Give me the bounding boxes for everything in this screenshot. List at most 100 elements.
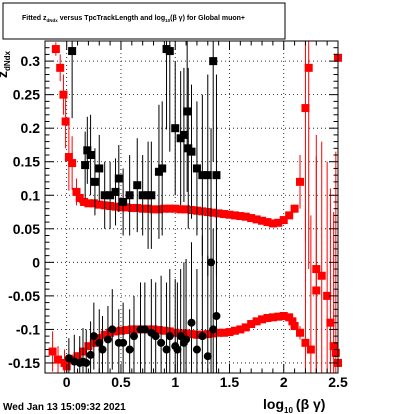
data-point [236,212,245,221]
data-point [230,211,239,220]
data-point [176,205,185,214]
data-point [114,174,123,183]
data-point [82,358,91,367]
data-point [165,47,174,56]
data-point [214,328,223,337]
y-tick-label: 0 [32,254,40,270]
data-point [198,171,207,180]
data-point [73,352,82,361]
data-point [187,147,196,156]
data-point [68,47,77,56]
y-axis-title: zdNdx [0,50,12,78]
data-point [54,355,63,364]
data-point [165,332,174,341]
data-point [209,208,218,217]
data-point [127,204,136,213]
data-point [147,191,156,200]
data-point [220,328,229,337]
grid [45,41,339,373]
data-point [68,159,77,168]
x-tick-label: 1 [171,374,179,390]
data-point [125,191,134,200]
data-point [331,348,340,357]
data-point [288,317,297,326]
data-point [329,342,338,351]
data-point [84,199,93,208]
data-point [125,345,134,354]
data-point [312,265,321,274]
data-point [258,315,267,324]
data-point [81,161,90,170]
y-tick-label: -0.15 [8,355,40,371]
data-point [75,193,84,202]
data-point [203,352,212,361]
data-point [100,191,109,200]
data-point [304,63,313,72]
data-point [252,215,261,224]
x-tick-label: 0.5 [111,374,131,390]
data-point [95,164,104,173]
data-point [138,191,147,200]
data-point [84,342,93,351]
data-point [119,197,128,206]
data-point [268,219,277,228]
data-layer [48,41,342,373]
data-point [285,313,294,322]
y-tick-label: 0.1 [21,187,41,203]
series-1 [68,41,221,276]
plot-frame [44,40,339,374]
data-point [171,124,180,133]
y-tick-label: 0.2 [21,120,41,136]
data-point [64,153,73,162]
data-point [182,205,191,214]
data-point [100,330,109,339]
data-point [252,317,261,326]
x-tick-label: 1.5 [220,374,240,390]
data-point [268,313,277,322]
data-point [95,200,104,209]
data-point [301,338,310,347]
data-point [198,332,207,341]
data-point [98,345,107,354]
data-point [160,204,169,213]
data-point [48,347,57,356]
x-tick-label: 2.5 [328,374,348,390]
data-point [279,311,288,320]
data-point [89,332,98,341]
data-point [192,345,201,354]
data-point [90,177,99,186]
data-point [119,338,128,347]
y-tick-label: -0.05 [8,288,40,304]
data-point [258,216,267,225]
x-axis-title: log10 (β γ) [263,396,325,414]
y-tick-label: 0.3 [21,53,41,69]
y-tick-label: 0.15 [13,154,40,170]
data-point [247,214,256,223]
data-point [106,191,115,200]
data-point [179,130,188,139]
data-point [290,322,299,331]
data-point [127,325,136,334]
data-point [111,187,120,196]
x-tick-labels: 0 0.5 1 1.5 2 2.5 [63,374,348,390]
data-point [209,57,218,66]
x-tick-label: 2 [280,374,288,390]
data-point [86,151,95,160]
data-point [296,328,305,337]
data-point [317,271,326,280]
data-point [263,314,272,323]
data-point [157,338,166,347]
data-point [182,335,191,344]
data-point [326,318,335,327]
data-point [173,345,182,354]
data-point [230,326,239,335]
data-point [133,181,142,190]
data-point [285,211,294,220]
data-point [86,350,95,359]
series-2 [64,128,221,373]
x-tick-label: 0 [63,374,71,390]
data-point [241,323,250,332]
title-box: Fitted zdNdx versus TpcTrackLength and l… [2,2,286,40]
data-point [162,345,171,354]
